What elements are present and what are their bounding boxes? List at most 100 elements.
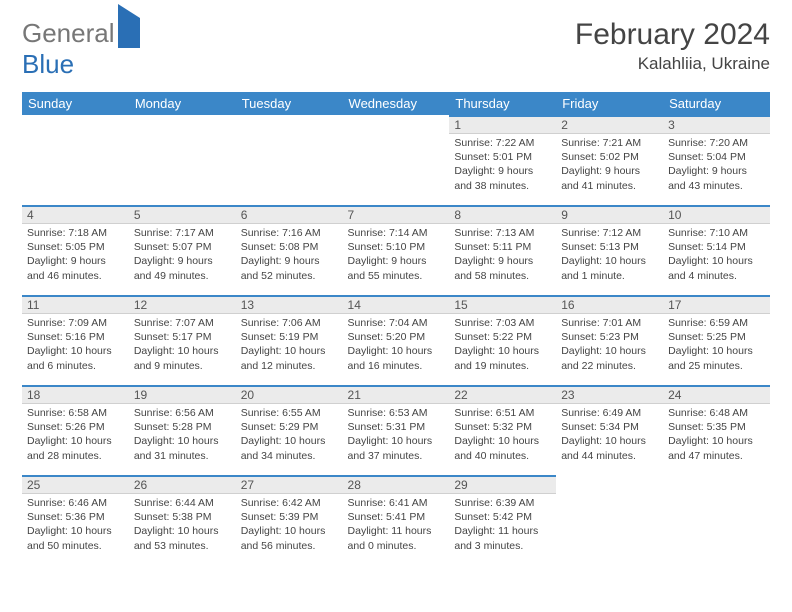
- day-number: 8: [449, 205, 556, 224]
- day-header: Tuesday: [236, 92, 343, 115]
- day-number: 12: [129, 295, 236, 314]
- day-cell: 3Sunrise: 7:20 AMSunset: 5:04 PMDaylight…: [663, 115, 770, 205]
- day-number: 14: [343, 295, 450, 314]
- day-number: 9: [556, 205, 663, 224]
- week-row: 1Sunrise: 7:22 AMSunset: 5:01 PMDaylight…: [22, 115, 770, 205]
- day-number: 10: [663, 205, 770, 224]
- day-details: Sunrise: 7:10 AMSunset: 5:14 PMDaylight:…: [663, 224, 770, 287]
- day-details: Sunrise: 7:13 AMSunset: 5:11 PMDaylight:…: [449, 224, 556, 287]
- day-number: 5: [129, 205, 236, 224]
- day-details: Sunrise: 7:14 AMSunset: 5:10 PMDaylight:…: [343, 224, 450, 287]
- day-details: Sunrise: 6:55 AMSunset: 5:29 PMDaylight:…: [236, 404, 343, 467]
- day-cell: 10Sunrise: 7:10 AMSunset: 5:14 PMDayligh…: [663, 205, 770, 295]
- week-row: 25Sunrise: 6:46 AMSunset: 5:36 PMDayligh…: [22, 475, 770, 565]
- day-number: 20: [236, 385, 343, 404]
- day-details: Sunrise: 6:39 AMSunset: 5:42 PMDaylight:…: [449, 494, 556, 557]
- day-number: 25: [22, 475, 129, 494]
- day-cell: 13Sunrise: 7:06 AMSunset: 5:19 PMDayligh…: [236, 295, 343, 385]
- day-number: 19: [129, 385, 236, 404]
- day-cell: 29Sunrise: 6:39 AMSunset: 5:42 PMDayligh…: [449, 475, 556, 565]
- day-cell: 1Sunrise: 7:22 AMSunset: 5:01 PMDaylight…: [449, 115, 556, 205]
- day-cell: [343, 115, 450, 205]
- day-number: 3: [663, 115, 770, 134]
- day-details: Sunrise: 6:41 AMSunset: 5:41 PMDaylight:…: [343, 494, 450, 557]
- day-details: Sunrise: 7:01 AMSunset: 5:23 PMDaylight:…: [556, 314, 663, 377]
- day-cell: 22Sunrise: 6:51 AMSunset: 5:32 PMDayligh…: [449, 385, 556, 475]
- day-details: Sunrise: 7:03 AMSunset: 5:22 PMDaylight:…: [449, 314, 556, 377]
- day-cell: 28Sunrise: 6:41 AMSunset: 5:41 PMDayligh…: [343, 475, 450, 565]
- day-number: 13: [236, 295, 343, 314]
- location: Kalahliia, Ukraine: [575, 54, 770, 74]
- day-number: 2: [556, 115, 663, 134]
- day-details: Sunrise: 6:48 AMSunset: 5:35 PMDaylight:…: [663, 404, 770, 467]
- day-details: Sunrise: 7:16 AMSunset: 5:08 PMDaylight:…: [236, 224, 343, 287]
- day-header: Sunday: [22, 92, 129, 115]
- day-cell: 4Sunrise: 7:18 AMSunset: 5:05 PMDaylight…: [22, 205, 129, 295]
- day-details: Sunrise: 6:59 AMSunset: 5:25 PMDaylight:…: [663, 314, 770, 377]
- day-number: 26: [129, 475, 236, 494]
- day-cell: 6Sunrise: 7:16 AMSunset: 5:08 PMDaylight…: [236, 205, 343, 295]
- day-details: Sunrise: 7:22 AMSunset: 5:01 PMDaylight:…: [449, 134, 556, 197]
- day-details: Sunrise: 6:42 AMSunset: 5:39 PMDaylight:…: [236, 494, 343, 557]
- logo-text: General Blue: [22, 18, 140, 80]
- day-cell: 18Sunrise: 6:58 AMSunset: 5:26 PMDayligh…: [22, 385, 129, 475]
- day-details: Sunrise: 6:49 AMSunset: 5:34 PMDaylight:…: [556, 404, 663, 467]
- day-details: Sunrise: 7:07 AMSunset: 5:17 PMDaylight:…: [129, 314, 236, 377]
- day-details: Sunrise: 6:46 AMSunset: 5:36 PMDaylight:…: [22, 494, 129, 557]
- day-cell: 25Sunrise: 6:46 AMSunset: 5:36 PMDayligh…: [22, 475, 129, 565]
- day-cell: [22, 115, 129, 205]
- logo-triangle-icon: [118, 4, 140, 48]
- day-cell: 17Sunrise: 6:59 AMSunset: 5:25 PMDayligh…: [663, 295, 770, 385]
- day-cell: [236, 115, 343, 205]
- day-header: Thursday: [449, 92, 556, 115]
- day-header: Monday: [129, 92, 236, 115]
- day-cell: 20Sunrise: 6:55 AMSunset: 5:29 PMDayligh…: [236, 385, 343, 475]
- logo-part2: Blue: [22, 49, 74, 79]
- day-cell: 8Sunrise: 7:13 AMSunset: 5:11 PMDaylight…: [449, 205, 556, 295]
- day-details: Sunrise: 7:04 AMSunset: 5:20 PMDaylight:…: [343, 314, 450, 377]
- header: General Blue February 2024 Kalahliia, Uk…: [22, 18, 770, 80]
- day-number: 6: [236, 205, 343, 224]
- logo-part1: General: [22, 18, 115, 48]
- day-number: 21: [343, 385, 450, 404]
- day-cell: 27Sunrise: 6:42 AMSunset: 5:39 PMDayligh…: [236, 475, 343, 565]
- day-cell: [129, 115, 236, 205]
- day-details: Sunrise: 7:18 AMSunset: 5:05 PMDaylight:…: [22, 224, 129, 287]
- week-row: 11Sunrise: 7:09 AMSunset: 5:16 PMDayligh…: [22, 295, 770, 385]
- day-number: 15: [449, 295, 556, 314]
- day-details: Sunrise: 6:51 AMSunset: 5:32 PMDaylight:…: [449, 404, 556, 467]
- day-details: Sunrise: 7:06 AMSunset: 5:19 PMDaylight:…: [236, 314, 343, 377]
- logo: General Blue: [22, 18, 140, 80]
- day-cell: 9Sunrise: 7:12 AMSunset: 5:13 PMDaylight…: [556, 205, 663, 295]
- title-block: February 2024 Kalahliia, Ukraine: [575, 18, 770, 74]
- day-details: Sunrise: 6:53 AMSunset: 5:31 PMDaylight:…: [343, 404, 450, 467]
- day-number: 24: [663, 385, 770, 404]
- day-details: Sunrise: 7:12 AMSunset: 5:13 PMDaylight:…: [556, 224, 663, 287]
- day-cell: 26Sunrise: 6:44 AMSunset: 5:38 PMDayligh…: [129, 475, 236, 565]
- day-header: Wednesday: [343, 92, 450, 115]
- day-cell: 16Sunrise: 7:01 AMSunset: 5:23 PMDayligh…: [556, 295, 663, 385]
- day-number: 27: [236, 475, 343, 494]
- day-cell: 11Sunrise: 7:09 AMSunset: 5:16 PMDayligh…: [22, 295, 129, 385]
- day-details: Sunrise: 7:09 AMSunset: 5:16 PMDaylight:…: [22, 314, 129, 377]
- day-cell: [663, 475, 770, 565]
- day-number: 17: [663, 295, 770, 314]
- day-cell: 21Sunrise: 6:53 AMSunset: 5:31 PMDayligh…: [343, 385, 450, 475]
- day-header: Saturday: [663, 92, 770, 115]
- day-number: 11: [22, 295, 129, 314]
- day-cell: 15Sunrise: 7:03 AMSunset: 5:22 PMDayligh…: [449, 295, 556, 385]
- day-cell: [556, 475, 663, 565]
- day-cell: 5Sunrise: 7:17 AMSunset: 5:07 PMDaylight…: [129, 205, 236, 295]
- day-cell: 12Sunrise: 7:07 AMSunset: 5:17 PMDayligh…: [129, 295, 236, 385]
- day-number: 23: [556, 385, 663, 404]
- day-cell: 24Sunrise: 6:48 AMSunset: 5:35 PMDayligh…: [663, 385, 770, 475]
- day-cell: 2Sunrise: 7:21 AMSunset: 5:02 PMDaylight…: [556, 115, 663, 205]
- day-details: Sunrise: 6:56 AMSunset: 5:28 PMDaylight:…: [129, 404, 236, 467]
- day-number: 4: [22, 205, 129, 224]
- day-cell: 7Sunrise: 7:14 AMSunset: 5:10 PMDaylight…: [343, 205, 450, 295]
- day-number: 18: [22, 385, 129, 404]
- day-details: Sunrise: 6:44 AMSunset: 5:38 PMDaylight:…: [129, 494, 236, 557]
- day-header: Friday: [556, 92, 663, 115]
- calendar-table: SundayMondayTuesdayWednesdayThursdayFrid…: [22, 92, 770, 565]
- day-header-row: SundayMondayTuesdayWednesdayThursdayFrid…: [22, 92, 770, 115]
